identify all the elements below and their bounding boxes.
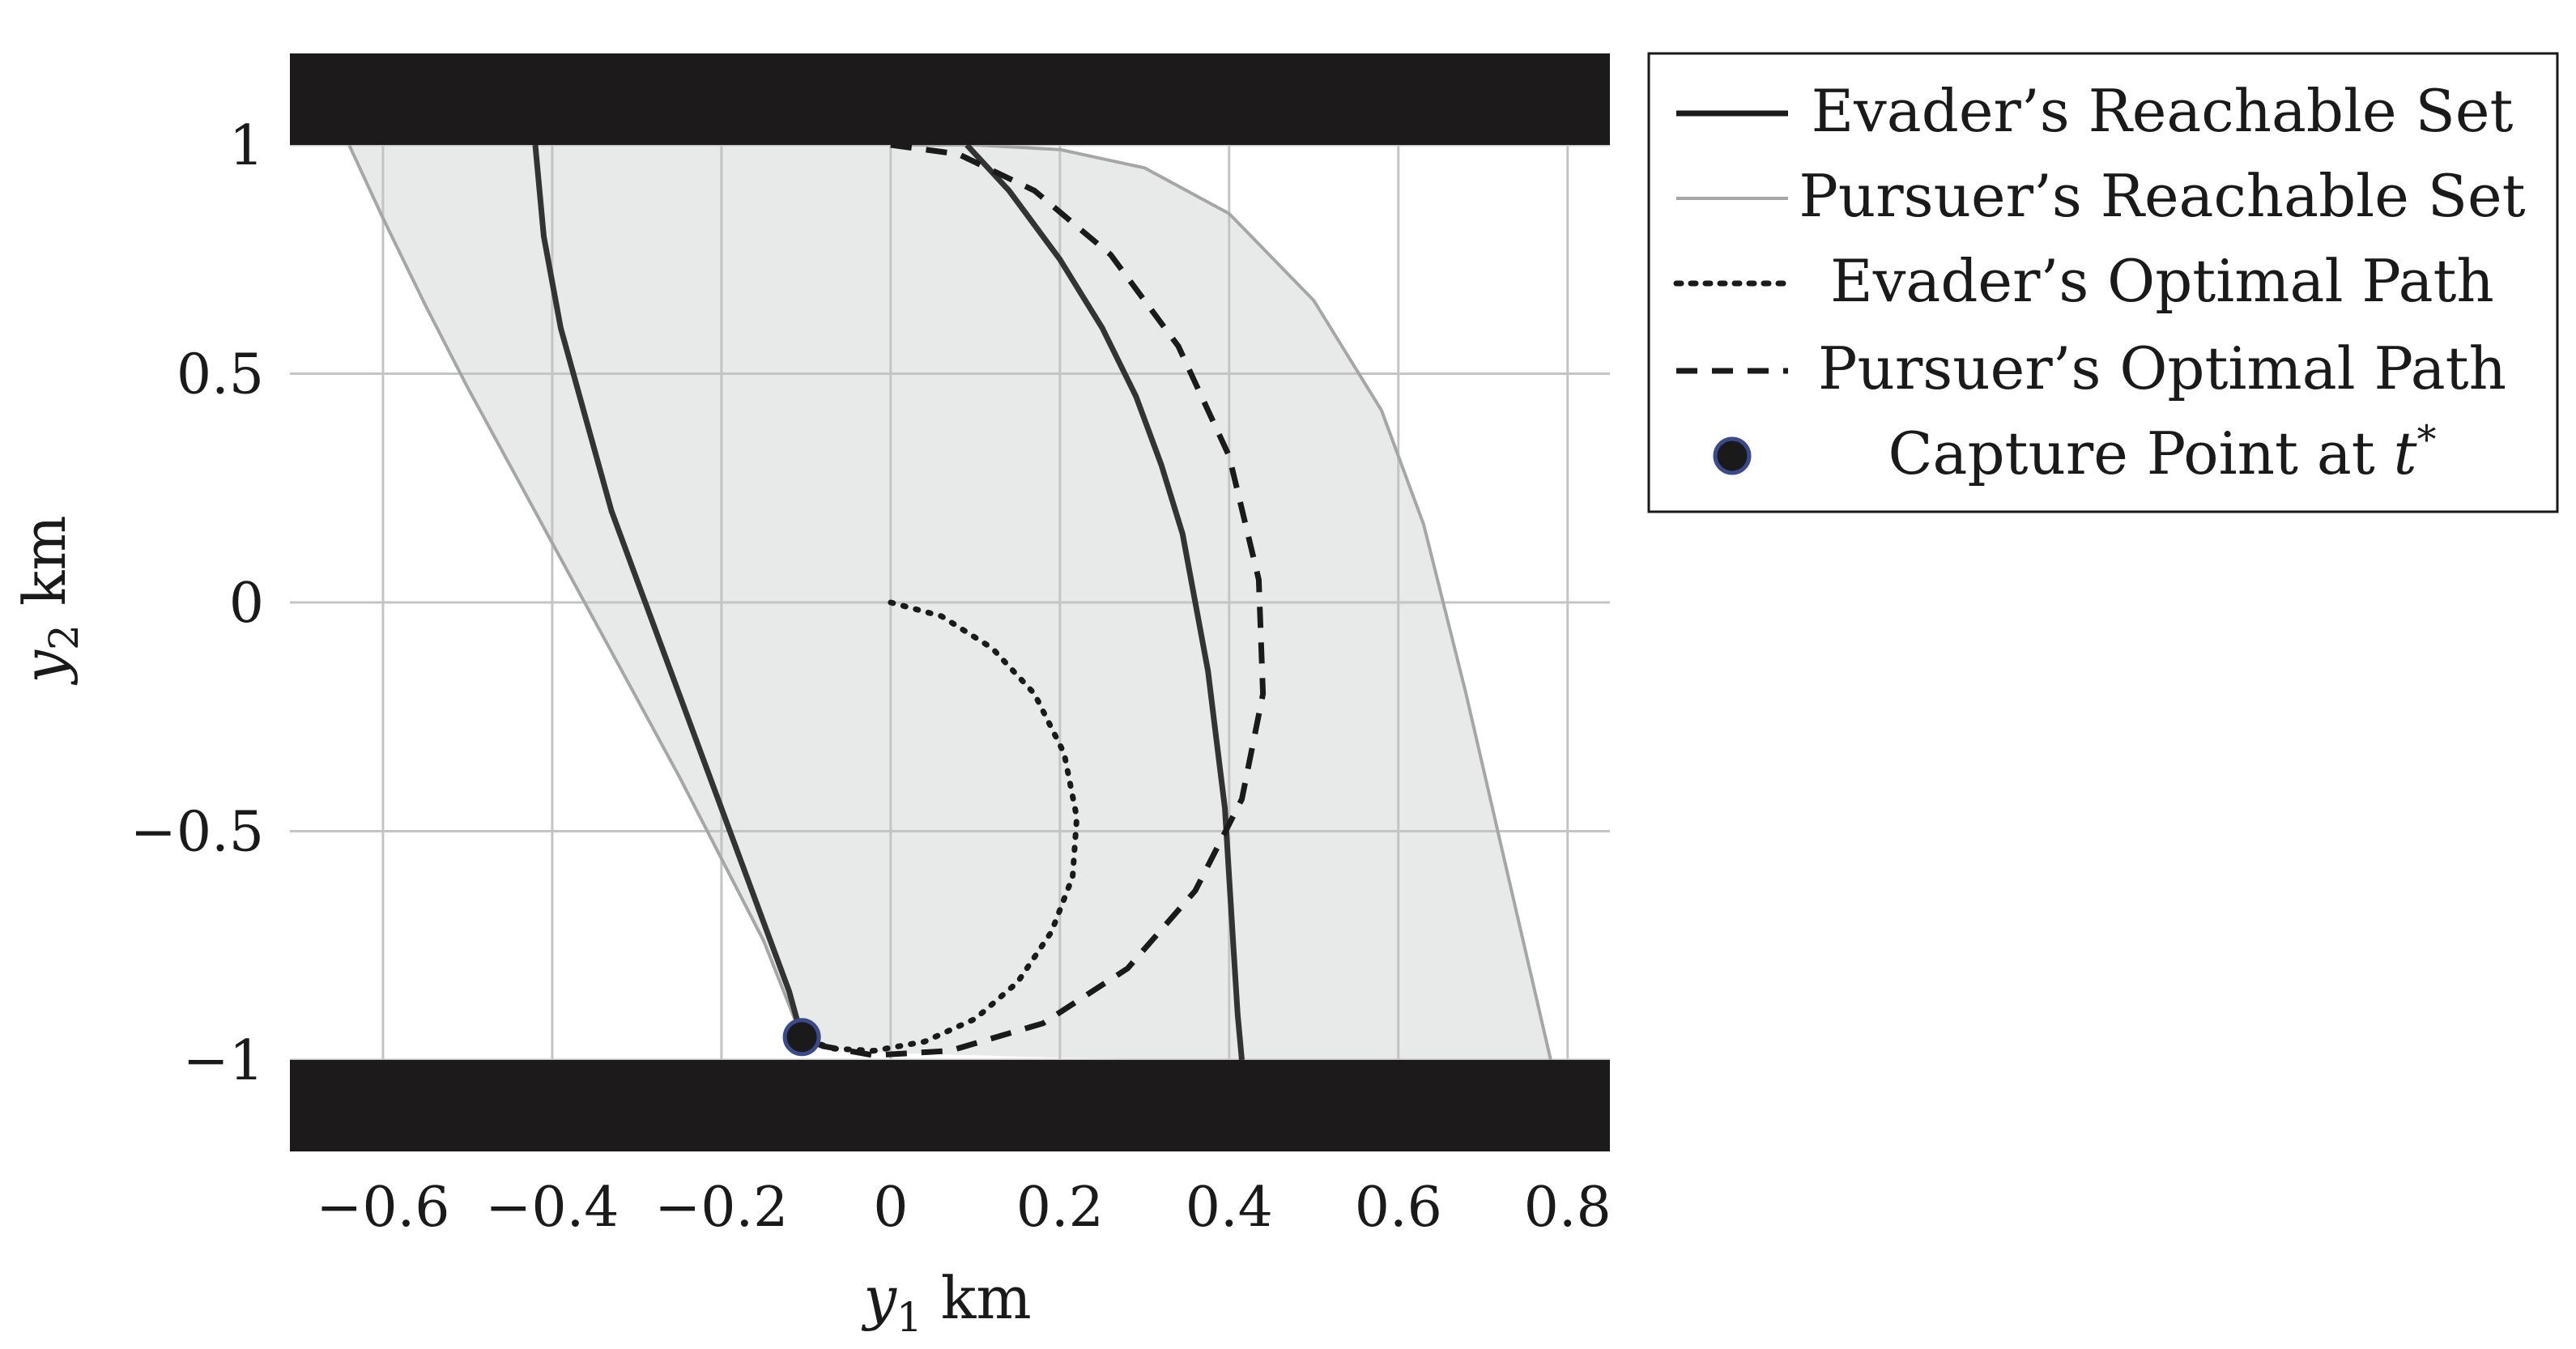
y-tick-labels: 1 0.5 0 −0.5 −1: [130, 114, 264, 1093]
y-tick-label: 0.5: [177, 343, 264, 407]
legend-label-pursuer-path: Pursuer’s Optimal Path: [1818, 334, 2506, 402]
series-line-solid-dark-1: [964, 143, 1245, 1061]
obstacle-layer: [290, 53, 1610, 1151]
plot-area: [290, 53, 1610, 1151]
series-line-solid-light-0: [347, 144, 803, 1038]
legend-box: [1647, 52, 2559, 513]
legend-label-evader-reach: Evader’s Reachable Set: [1812, 77, 2514, 145]
obstacle-band-1: [290, 1060, 1610, 1151]
y-tick-label: −1: [183, 1029, 264, 1093]
x-tick-labels: −0.6 −0.4 −0.2 0 0.2 0.4 0.6 0.8: [316, 1176, 1611, 1240]
y-tick-label: 0: [229, 572, 264, 636]
legend-label-capture-point: Capture Point at t*: [1888, 417, 2436, 487]
legend-label-evader-path: Evader’s Optimal Path: [1830, 247, 2494, 315]
y-tick-label: −0.5: [130, 801, 264, 865]
y-tick-label: 1: [229, 114, 264, 178]
obstacle-band-0: [290, 53, 1610, 145]
legend-label-pursuer-reach: Pursuer’s Reachable Set: [1799, 162, 2525, 230]
x-tick-label: 0.8: [1524, 1176, 1612, 1240]
legend: Evader’s Reachable Set Pursuer’s Reachab…: [1647, 52, 2559, 513]
x-tick-label: 0.6: [1355, 1176, 1442, 1240]
x-tick-label: −0.4: [485, 1176, 619, 1240]
x-tick-label: −0.6: [316, 1176, 449, 1240]
x-tick-label: −0.2: [654, 1176, 788, 1240]
series-line-solid-light-1: [890, 143, 1552, 1061]
series-layer: [347, 142, 1552, 1061]
capture-point-marker: [782, 1018, 821, 1057]
x-tick-label: 0: [873, 1176, 908, 1240]
series-line-solid-dark-0: [532, 144, 805, 1038]
y-axis-label: y2 km: [11, 515, 87, 685]
x-tick-label: 0.2: [1016, 1176, 1104, 1240]
legend-swatch-capture-point: [1713, 436, 1752, 475]
x-axis-label: y1 km: [861, 1264, 1031, 1341]
x-tick-label: 0.4: [1186, 1176, 1273, 1240]
